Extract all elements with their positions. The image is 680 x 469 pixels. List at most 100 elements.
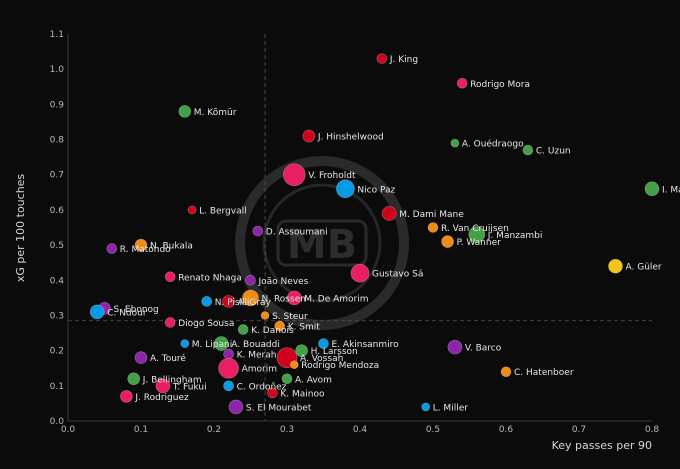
data-point [318,338,329,349]
data-point [500,366,512,378]
point-label: M. Kõmür [194,108,237,118]
point-label: J. Bellingham [142,375,202,385]
point-label: C. Uzun [536,147,571,157]
data-point [376,53,388,64]
data-point [89,304,105,320]
data-point [260,311,270,320]
data-point [427,222,439,233]
x-tick-label: 0.2 [207,425,221,435]
point-label: R. Van Cruijsen [441,224,509,234]
data-point [286,290,302,306]
watermark-box [276,219,368,267]
x-tick-label: 0.4 [353,425,368,435]
data-point [187,205,197,215]
axes [67,34,652,422]
point-label: V. Barco [465,344,502,354]
y-axis-label: xG per 100 touches [14,174,27,283]
data-point [223,348,234,360]
point-label: M. Lipani [192,340,232,350]
point-label: V. Froholdt [308,171,356,181]
point-label: J. King [389,55,418,65]
x-tick-label: 0.8 [645,425,660,435]
data-point [336,179,355,199]
data-point [450,138,460,148]
point-label: A. Vossah [300,354,343,364]
point-label: A. Ouédraogo [462,139,524,150]
point-label: K. Merah [237,351,277,361]
point-label: A. Avom [295,375,332,385]
point-label: A. Gray [238,298,272,308]
y-tick-label: 0.3 [50,311,64,321]
data-point [468,226,486,243]
point-label: R. Matondo [120,245,171,255]
watermark-ring [235,156,409,330]
data-point [522,144,534,156]
point-label: N. Pisilli [215,298,250,308]
reference-lines [68,34,652,421]
data-point [245,274,256,286]
point-label: A. Bouaddi [231,340,280,350]
point-label: C. Hatenboer [514,368,574,378]
data-point [127,372,140,386]
point-label: H. Larsson [311,347,358,357]
point-label: A. Güler [626,263,662,273]
point-label: T. Fukui [172,382,207,392]
y-tick-label: 0.9 [50,100,65,110]
data-point [447,339,463,355]
data-point [228,399,244,415]
point-label: K. Mainoo [280,389,325,399]
point-label: C. Ndour [107,308,147,318]
y-tick-label: 0.4 [50,276,65,286]
point-label: M. De Amorim [304,294,368,304]
watermark-logo: MB [235,156,409,330]
point-label: Diogo Sousa [178,319,234,329]
point-label: I. Maza [662,185,680,195]
y-tick-label: 0.1 [50,382,64,392]
point-label: S. El Mourabet [246,403,312,413]
point-label: A. Touré [150,353,186,364]
x-axis-label: Key passes per 90 [552,439,652,452]
point-label: C. Ordoñez [237,382,287,392]
data-point [267,387,278,399]
point-label: L. Miller [433,403,469,413]
point-label: S. Ebonog [114,305,159,315]
data-point [252,225,264,237]
data-point [155,378,171,394]
point-label: P. Wanner [457,238,502,248]
y-tick-label: 1.0 [50,65,65,75]
data-point [274,320,286,332]
x-tick-label: 0.1 [134,425,148,435]
x-tick-label: 0.7 [572,425,586,435]
data-point [456,77,468,89]
point-label: Renato Nhaga [178,273,242,283]
y-tick-label: 0.0 [50,417,65,427]
data-point [180,339,190,348]
data-point [178,105,192,118]
data-point [120,390,133,403]
data-points [89,53,660,415]
y-tick-label: 0.6 [50,206,65,216]
x-tick-label: 0.0 [61,425,76,435]
data-point [164,271,176,283]
y-tick-label: 1.1 [50,30,64,40]
point-label: L. Bergvall [199,206,247,216]
data-point [608,258,623,274]
data-point [134,238,148,252]
point-label: J. Hinshelwood [317,133,384,143]
data-point [282,163,306,187]
point-label: M. Dami Mane [399,210,464,220]
watermark-text: MB [287,222,357,268]
point-label: Nico Paz [357,185,395,195]
point-label: Rodrigo Mendoza [301,361,379,371]
data-point [237,324,249,335]
point-labels: J. King Rodrigo Mora M. Kõmür J. Hinshelwoo… [107,55,680,413]
point-label: N. Bukala [150,242,193,252]
point-label: K. Danois [251,326,294,336]
point-label: E. Akinsanmiro [332,340,400,350]
data-point [223,380,234,392]
data-point [164,317,176,328]
point-label: Rodrigo Mora [470,80,530,90]
x-tick-label: 0.6 [499,425,514,435]
